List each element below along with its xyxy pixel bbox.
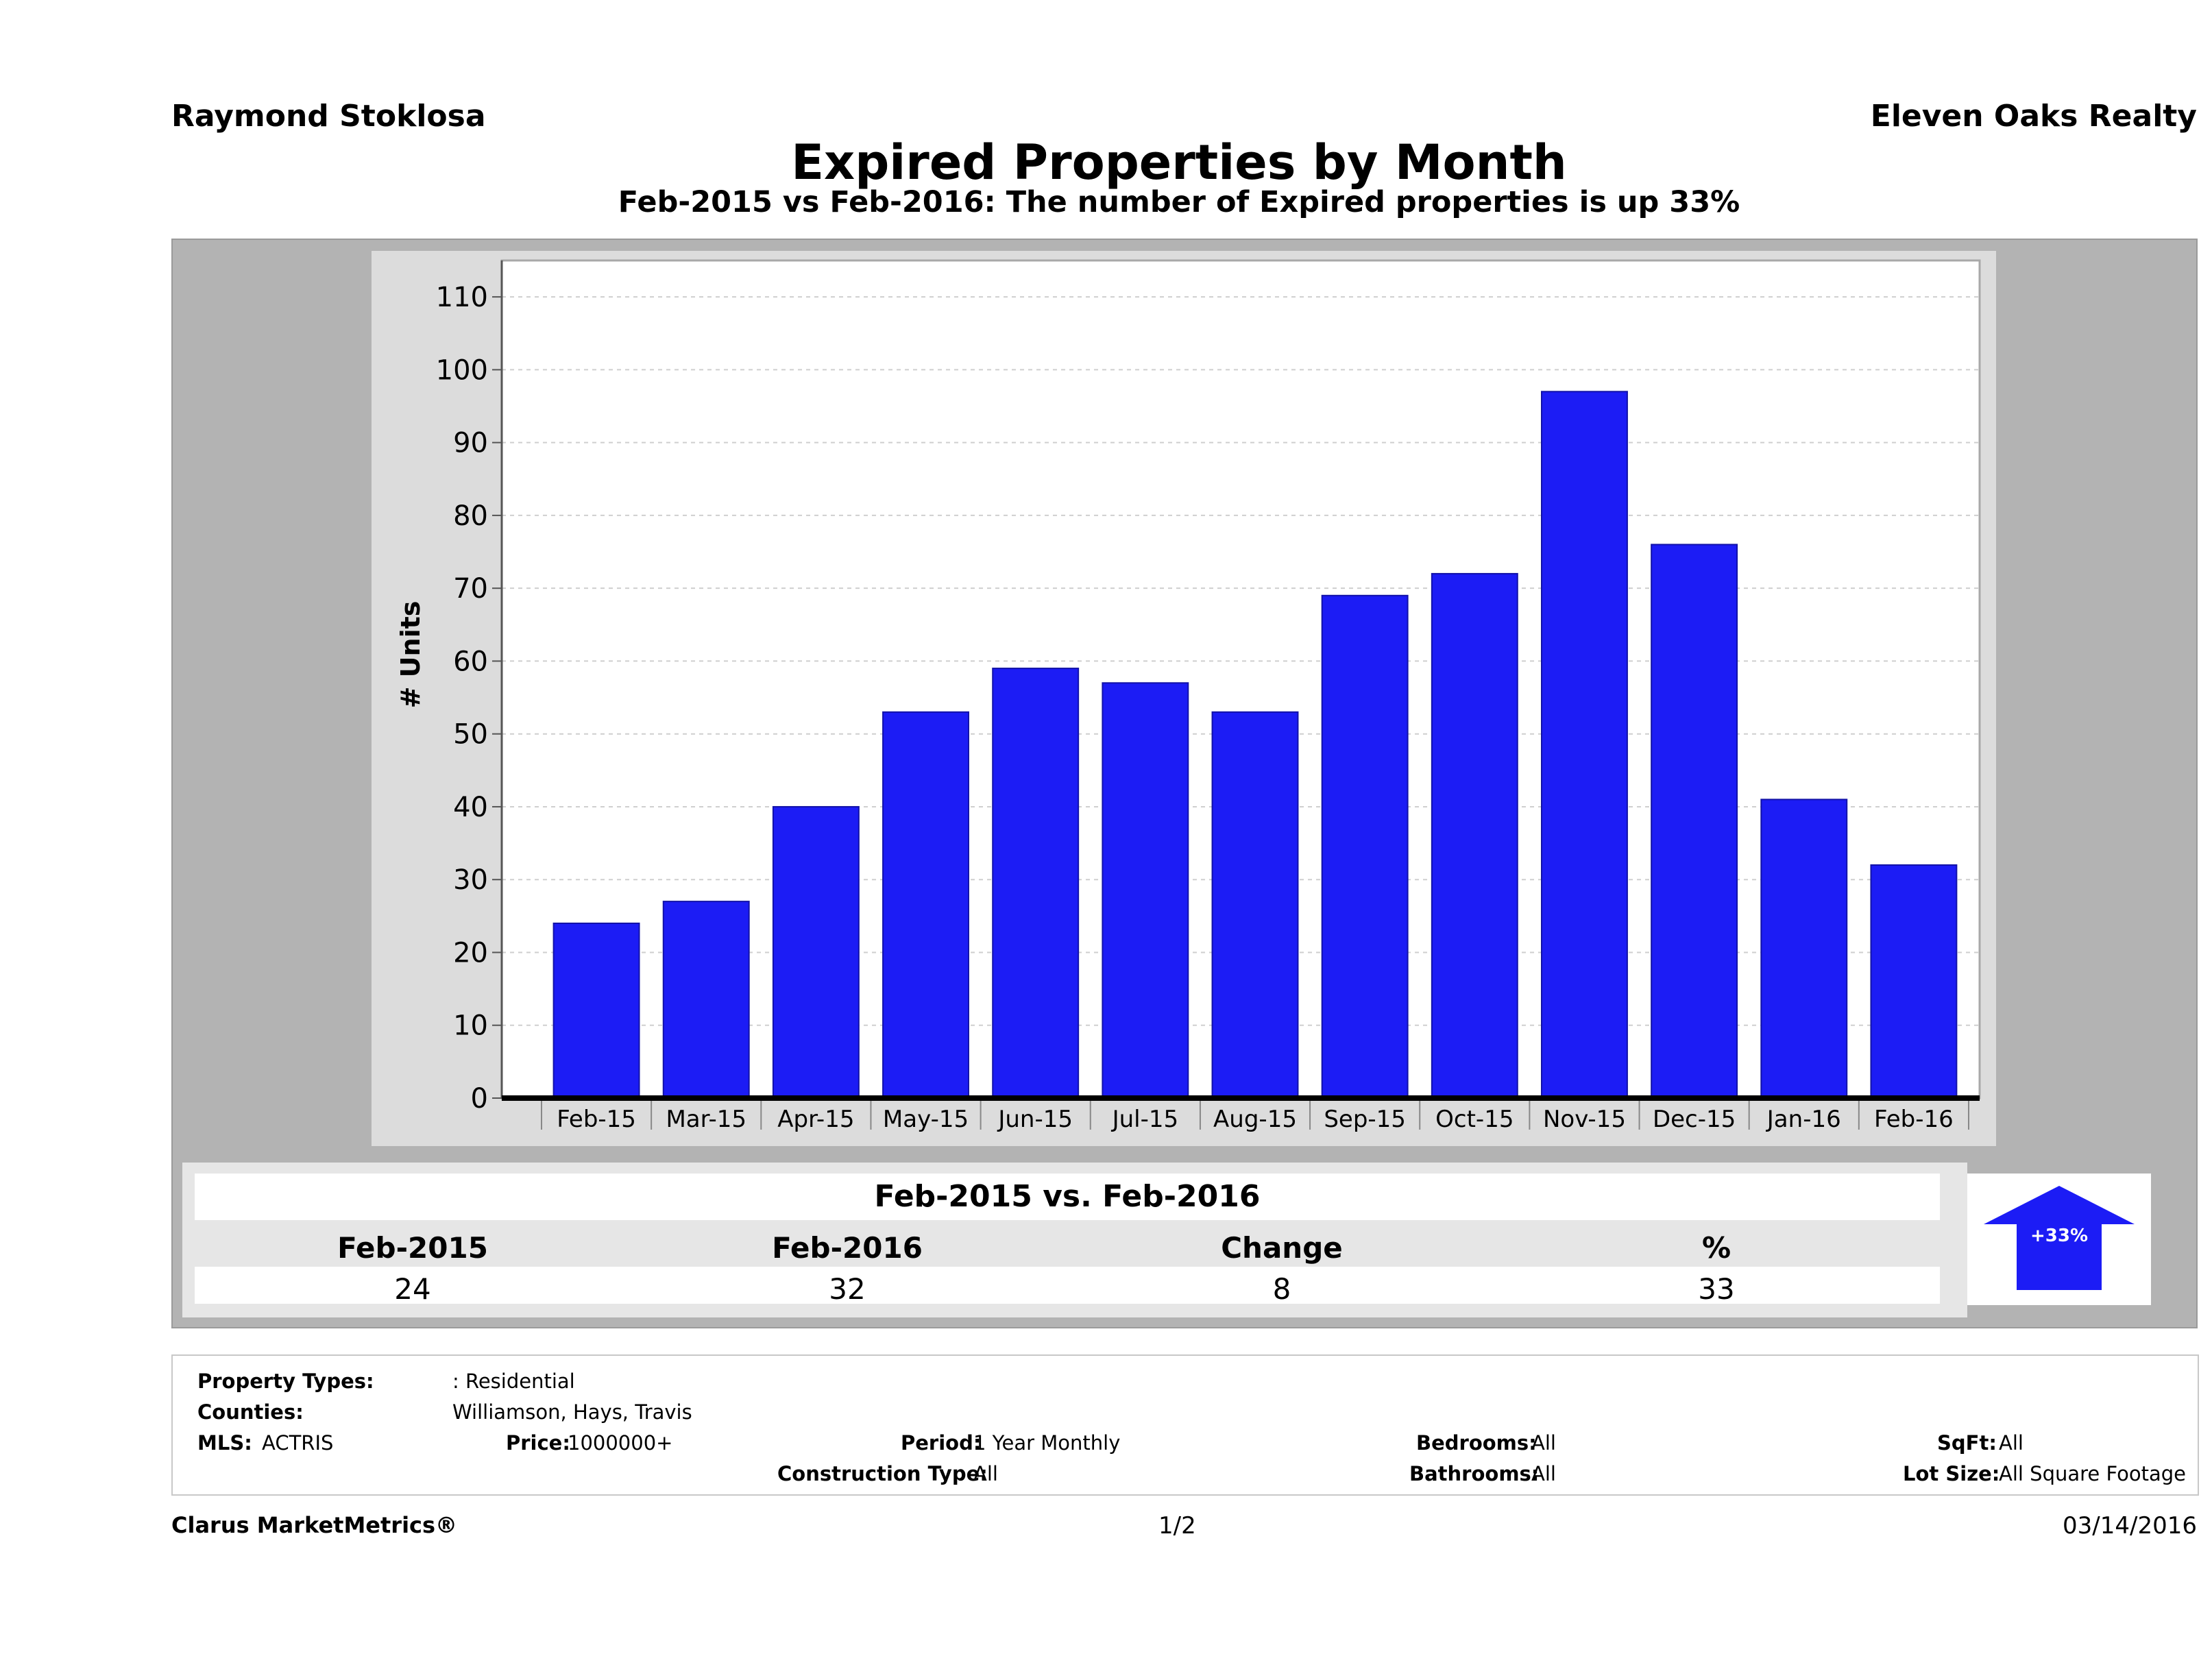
lot-size-value: All Square Footage (1999, 1462, 2187, 1485)
bar-jul-15 (1102, 682, 1189, 1099)
change-indicator-label: +33% (2030, 1226, 2089, 1246)
construction-type-value: All (973, 1462, 998, 1485)
x-tick-label: Jul-15 (1111, 1106, 1179, 1133)
x-tick-label: Oct-15 (1435, 1106, 1514, 1133)
y-tick-label: 80 (453, 500, 488, 532)
summary-header-percent: % (1701, 1231, 1731, 1265)
y-tick-label: 100 (436, 354, 488, 386)
sqft-value: All (1999, 1431, 2023, 1455)
up-arrow-icon (1984, 1186, 2135, 1290)
change-indicator: +33% (1967, 1174, 2151, 1305)
x-tick-label: May-15 (883, 1106, 969, 1133)
x-tick-label: Feb-15 (557, 1106, 636, 1133)
bar-chart: 0 10 20 30 40 50 60 70 80 90 100 110 Feb-15 Mar-15 Apr… (396, 259, 1981, 1133)
agent-name: Raymond Stoklosa (171, 99, 486, 134)
y-tick-label: 0 (471, 1083, 488, 1115)
property-types-value: : Residential (452, 1370, 575, 1393)
y-tick-label: 10 (453, 1010, 488, 1042)
x-tick-label: Mar-15 (666, 1106, 746, 1133)
x-tick-label: Sep-15 (1324, 1106, 1406, 1133)
bar-apr-15 (772, 805, 860, 1099)
lot-size-label: Lot Size: (1903, 1462, 2000, 1485)
counties-value: Williamson, Hays, Travis (452, 1400, 692, 1424)
y-tick-label: 20 (453, 937, 488, 969)
footer-page-number: 1/2 (1158, 1512, 1196, 1540)
company-name: Eleven Oaks Realty (1870, 99, 2197, 134)
bar-aug-15 (1211, 711, 1299, 1099)
chart-panel: 0 10 20 30 40 50 60 70 80 90 100 110 Feb-15 Mar-15 Apr… (372, 251, 1996, 1146)
y-tick-label: 30 (453, 864, 488, 896)
bedrooms-value: All (1531, 1431, 1556, 1455)
bar-mar-15 (662, 901, 750, 1099)
bar-nov-15 (1541, 391, 1628, 1099)
bar-sep-15 (1321, 594, 1409, 1099)
summary-value-change: 8 (1272, 1272, 1291, 1306)
x-tick-label: Feb-16 (1874, 1106, 1954, 1133)
bathrooms-label: Bathrooms: (1409, 1462, 1540, 1485)
summary-value-row (195, 1267, 1940, 1304)
period-value: 1 Year Monthly (973, 1431, 1121, 1455)
summary-panel: Feb-2015 vs. Feb-2016 Feb-2015 Feb-2016 … (182, 1163, 1967, 1317)
footer-date: 03/14/2016 (2063, 1512, 2197, 1540)
mls-value: ACTRIS (262, 1431, 334, 1455)
bedrooms-label: Bedrooms: (1416, 1431, 1537, 1455)
x-tick-label: Apr-15 (777, 1106, 854, 1133)
y-tick-label: 110 (436, 282, 488, 313)
construction-type-label: Construction Type: (777, 1462, 988, 1485)
bar-oct-15 (1431, 572, 1518, 1099)
filter-info-panel: Property Types: : Residential Counties: … (171, 1354, 2199, 1496)
x-tick-label: Jun-15 (997, 1106, 1073, 1133)
x-tick-label: Jan-16 (1766, 1106, 1841, 1133)
bar-feb-16 (1870, 864, 1958, 1099)
footer-brand: Clarus MarketMetrics® (171, 1512, 458, 1538)
summary-value-feb-2015: 24 (394, 1272, 431, 1306)
property-types-label: Property Types: (197, 1370, 374, 1393)
y-tick-label: 70 (453, 573, 488, 605)
price-value: 1000000+ (568, 1431, 673, 1455)
page-subtitle: Feb-2015 vs Feb-2016: The number of Expi… (618, 185, 1740, 219)
x-tick-label: Nov-15 (1543, 1106, 1626, 1133)
y-axis-label: # Units (396, 601, 426, 709)
x-tick-label: Aug-15 (1213, 1106, 1297, 1133)
summary-title: Feb-2015 vs. Feb-2016 (195, 1174, 1940, 1220)
y-tick-label: 60 (453, 646, 488, 677)
counties-label: Counties: (197, 1400, 304, 1424)
bar-jan-16 (1760, 799, 1848, 1099)
x-tick-label: Dec-15 (1653, 1106, 1736, 1133)
summary-value-percent: 33 (1698, 1272, 1735, 1306)
period-label: Period: (901, 1431, 982, 1455)
mls-label: MLS: (197, 1431, 252, 1455)
y-tick-label: 40 (453, 792, 488, 823)
sqft-label: SqFt: (1937, 1431, 1997, 1455)
bar-may-15 (882, 711, 969, 1099)
summary-value-feb-2016: 32 (829, 1272, 866, 1306)
summary-header-change: Change (1221, 1231, 1343, 1265)
y-tick-label: 90 (453, 428, 488, 459)
price-label: Price: (506, 1431, 570, 1455)
summary-header-feb-2016: Feb-2016 (772, 1231, 923, 1265)
summary-header-feb-2015: Feb-2015 (337, 1231, 488, 1265)
y-tick-label: 50 (453, 719, 488, 751)
page-title: Expired Properties by Month (791, 134, 1567, 191)
bar-feb-15 (552, 922, 640, 1099)
bar-jun-15 (992, 668, 1080, 1099)
bar-dec-15 (1651, 544, 1738, 1099)
bathrooms-value: All (1531, 1462, 1556, 1485)
